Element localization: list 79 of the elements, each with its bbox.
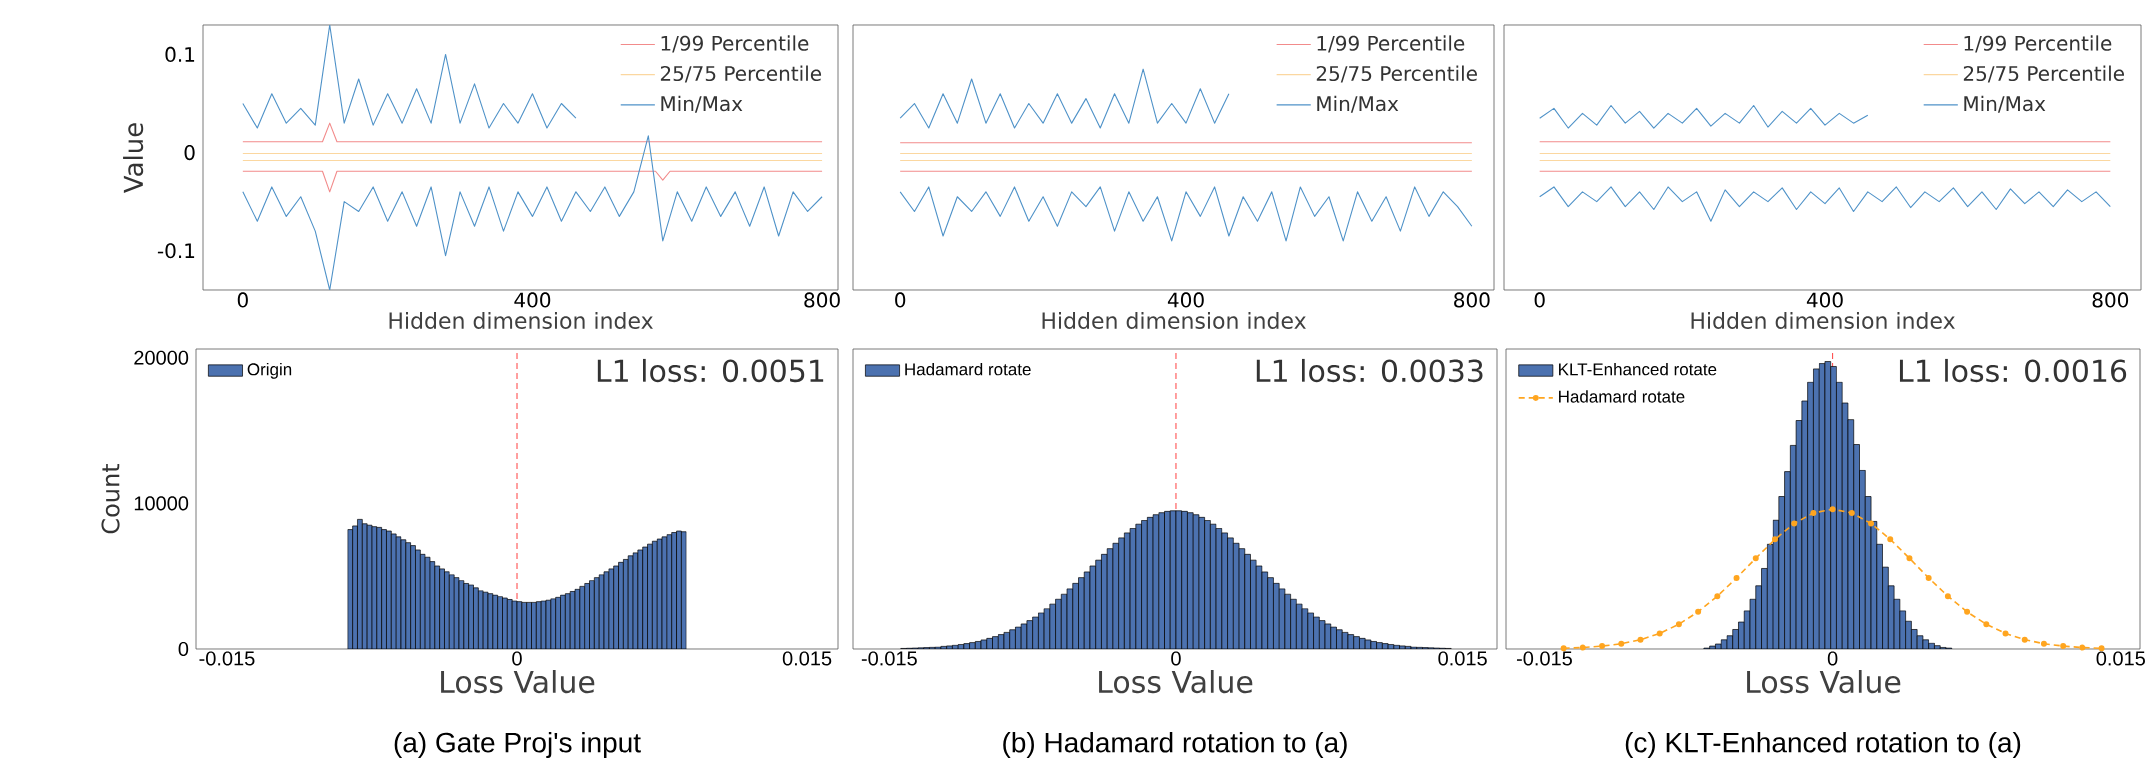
legend-label: Min/Max [1964,95,2046,113]
x-tick-label: 0 [237,292,248,308]
y-tick-label: 10000 [134,496,189,511]
x-axis-title: Loss Value [441,669,595,694]
text: (b) Hadamard rotation to (a) [1003,731,1347,759]
legend-label: 1/99 Percentile [1317,35,1465,53]
legend-label: Hadamard rotate [1559,390,1685,403]
x-tick-label: 0.015 [782,651,832,666]
x-tick-label: 400 [514,292,551,308]
point [1656,630,1663,637]
y-tick-label: 20000 [134,350,189,365]
annotation: L1 loss: 0.0051 [597,358,824,383]
point [1599,643,1606,650]
x-tick-label: 800 [2092,292,2129,308]
x-tick-label: 400 [1167,292,1204,308]
text: (c) KLT-Enhanced rotation to (a) [1625,731,2021,759]
x-tick-label: 400 [1806,292,1843,308]
legend-label: 1/99 Percentile [1964,35,2112,53]
x-axis-title: Loss Value [1747,669,1901,694]
legend-label: Hadamard rotate [905,362,1031,376]
x-tick-label: 800 [804,292,840,308]
y-tick-label: -0.1 [157,243,195,259]
y-axis-title: Count [101,463,120,534]
point [1637,636,1644,643]
point [1887,536,1894,543]
point [1810,509,1817,516]
point [1675,621,1682,628]
x-tick-label: -0.015 [861,651,917,666]
point [2002,630,2009,637]
point [1752,555,1759,562]
point [2079,644,2086,651]
x-tick-label: 800 [1454,292,1490,308]
y-axis-title: Value [123,123,144,194]
point [1695,608,1702,615]
x-axis-title: Loss Value [1099,669,1253,694]
x-axis-title: Hidden dimension index [1691,311,1955,329]
point [1733,574,1740,581]
point [1829,506,1836,513]
x-tick-label: 0.015 [1438,651,1487,666]
point [2021,636,2028,643]
x-tick-label: 0.015 [2096,651,2145,666]
x-tick-label: -0.015 [1516,651,1572,666]
x-tick-label: 0 [512,651,522,666]
legend-label: 25/75 Percentile [660,65,822,83]
legend-label: 25/75 Percentile [1963,65,2124,83]
line-series [242,135,823,290]
point [1868,520,1875,527]
legend-label: Min/Max [1317,95,1399,113]
point [1579,644,1586,651]
x-tick-label: 0 [1534,292,1545,308]
x-axis-title: Hidden dimension index [389,311,653,329]
point [2060,643,2067,650]
x-axis-title: Hidden dimension index [1042,311,1306,329]
point [1925,574,1932,581]
x-tick-label: 0 [895,292,906,308]
annotation: L1 loss: 0.0033 [1256,358,1483,383]
point [1618,640,1625,647]
point [1944,593,1951,600]
point [1983,621,1990,628]
point [1964,608,1971,615]
legend-label: 25/75 Percentile [1316,65,1477,83]
annotation: L1 loss: 0.0016 [1899,358,2127,383]
y-tick-label: 0 [184,145,195,161]
point [1791,520,1798,527]
point [1848,509,1855,516]
point [2040,640,2047,647]
x-tick-label: 0 [1827,651,1838,666]
x-tick-label: -0.015 [199,651,255,666]
legend-label: KLT-Enhanced rotate [1559,362,1717,376]
x-tick-label: 0 [1171,651,1181,666]
legend-label: 1/99 Percentile [661,35,809,53]
point [1714,593,1721,600]
legend-label: Min/Max [661,95,743,113]
text: (a) Gate Proj's input [394,731,641,759]
y-tick-label: 0.1 [165,46,195,62]
point [1771,536,1778,543]
line-series [242,24,577,129]
point [1906,555,1913,562]
legend-label: Origin [247,362,292,379]
